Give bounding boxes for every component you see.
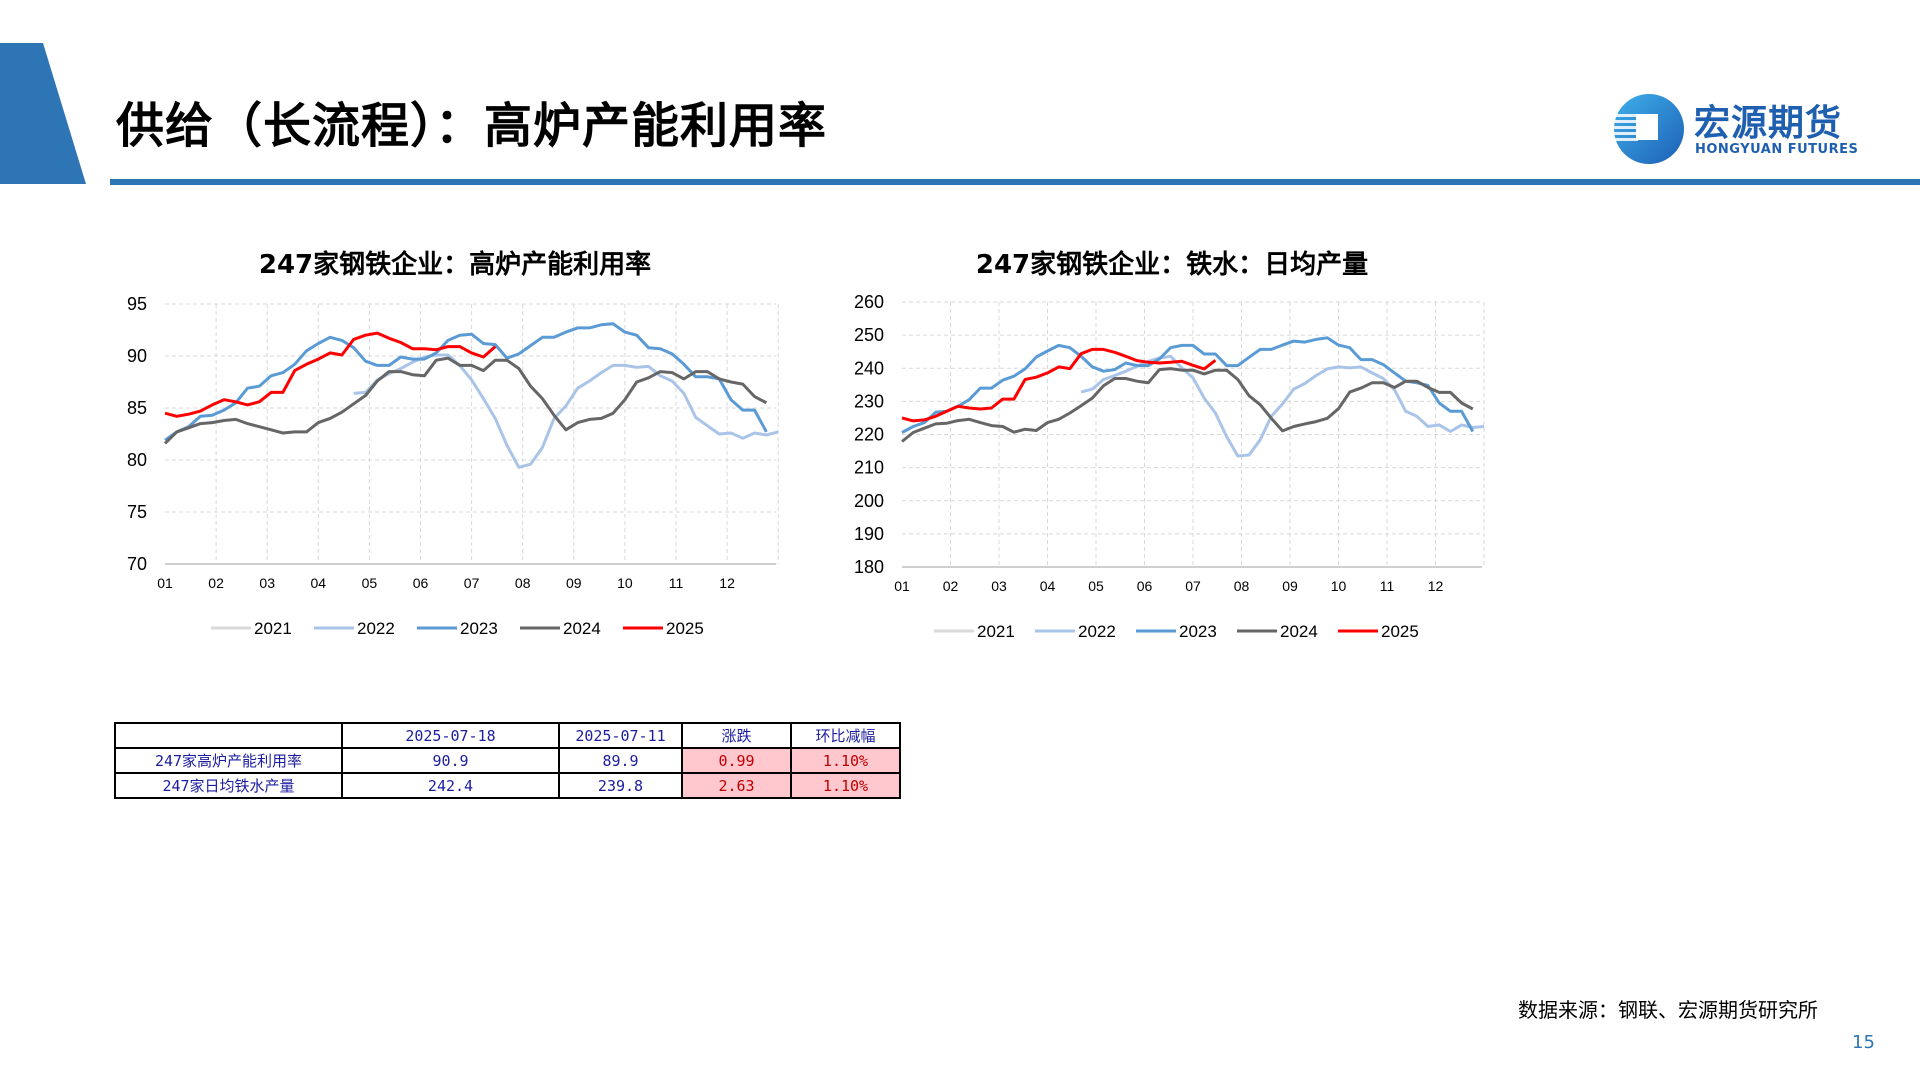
y-tick-label: 210 bbox=[854, 458, 884, 478]
y-tick-label: 80 bbox=[127, 450, 147, 470]
summary-table: 2025-07-18 2025-07-11 涨跌 环比减幅 247家高炉产能利用… bbox=[114, 722, 901, 799]
utilization-chart: 70 75 80 85 90 95 01 02 03 04 05 06 07 08 09 10 11 12 2021… bbox=[127, 294, 779, 638]
header-cell bbox=[114, 722, 343, 749]
header-cell: 涨跌 bbox=[681, 722, 792, 749]
legend-label-2022: 2022 bbox=[357, 619, 395, 638]
header-divider bbox=[110, 179, 1920, 185]
x-tick-label: 01 bbox=[157, 575, 173, 591]
legend-label-2025: 2025 bbox=[1381, 622, 1419, 641]
x-tick-label: 04 bbox=[311, 575, 327, 591]
series-line-2025 bbox=[164, 331, 497, 418]
chart-title-utilization: 247家钢铁企业：高炉产能利用率 bbox=[258, 250, 652, 280]
logo-name-en: HONGYUAN FUTURES bbox=[1695, 142, 1859, 157]
x-tick-label: 03 bbox=[991, 578, 1007, 594]
series-line-2023 bbox=[164, 322, 768, 442]
row-label: 247家日均铁水产量 bbox=[114, 772, 343, 799]
x-tick-label: 09 bbox=[566, 575, 582, 591]
cell-previous: 239.8 bbox=[558, 772, 683, 799]
x-tick-label: 11 bbox=[1380, 578, 1395, 594]
legend-label-2023: 2023 bbox=[460, 619, 498, 638]
legend-label-2024: 2024 bbox=[563, 619, 601, 638]
x-tick-label: 07 bbox=[1185, 578, 1201, 594]
cell-change-rate: 1.10% bbox=[790, 747, 901, 774]
cell-current: 242.4 bbox=[341, 772, 560, 799]
y-tick-label: 240 bbox=[854, 358, 884, 378]
x-tick-label: 01 bbox=[894, 578, 910, 594]
x-tick-label: 05 bbox=[1088, 578, 1104, 594]
cell-current: 90.9 bbox=[341, 747, 560, 774]
cell-previous: 89.9 bbox=[558, 747, 683, 774]
cell-change: 2.63 bbox=[681, 772, 792, 799]
y-tick-label: 70 bbox=[127, 554, 147, 574]
x-tick-label: 03 bbox=[259, 575, 275, 591]
table-row: 247家高炉产能利用率 90.9 89.9 0.99 1.10% bbox=[114, 747, 901, 774]
series-line-2024 bbox=[163, 356, 768, 445]
series-line-2023 bbox=[901, 336, 1475, 434]
y-tick-label: 230 bbox=[854, 391, 884, 411]
legend-label-2022: 2022 bbox=[1078, 622, 1116, 641]
legend-label-2021: 2021 bbox=[254, 619, 292, 638]
y-tick-label: 250 bbox=[854, 325, 884, 345]
table-header-row: 2025-07-18 2025-07-11 涨跌 环比减幅 bbox=[114, 722, 901, 749]
x-tick-label: 07 bbox=[464, 575, 480, 591]
x-tick-label: 12 bbox=[719, 575, 735, 591]
y-tick-label: 95 bbox=[127, 294, 147, 314]
x-tick-label: 04 bbox=[1040, 578, 1056, 594]
legend-label-2023: 2023 bbox=[1179, 622, 1217, 641]
y-tick-label: 260 bbox=[854, 292, 884, 312]
header-cell: 环比减幅 bbox=[790, 722, 901, 749]
hot-metal-chart: 180 190 200 210 220 230 240 250 260 01 02 03 04 05 06 0… bbox=[854, 292, 1485, 641]
legend-label-2021: 2021 bbox=[977, 622, 1015, 641]
x-tick-label: 02 bbox=[208, 575, 224, 591]
x-tick-label: 06 bbox=[413, 575, 429, 591]
y-tick-label: 200 bbox=[854, 491, 884, 511]
legend-label-2025: 2025 bbox=[666, 619, 704, 638]
chart-title-hot-metal: 247家钢铁企业：铁水：日均产量 bbox=[975, 250, 1369, 280]
x-tick-label: 12 bbox=[1428, 578, 1444, 594]
y-tick-label: 85 bbox=[127, 398, 147, 418]
x-tick-label: 10 bbox=[1331, 578, 1347, 594]
header-cell: 2025-07-11 bbox=[558, 722, 683, 749]
page-title: 供给（长流程）：高炉产能利用率 bbox=[116, 98, 828, 154]
y-tick-label: 75 bbox=[127, 502, 147, 522]
x-tick-label: 10 bbox=[617, 575, 633, 591]
x-tick-label: 06 bbox=[1137, 578, 1153, 594]
x-tick-label: 09 bbox=[1282, 578, 1298, 594]
header-accent-shape bbox=[0, 43, 86, 184]
x-tick-label: 05 bbox=[362, 575, 378, 591]
company-logo: 宏源期货 HONGYUAN FUTURES bbox=[1612, 92, 1862, 166]
y-tick-label: 220 bbox=[854, 425, 884, 445]
series-line-2024 bbox=[901, 367, 1474, 443]
table-row: 247家日均铁水产量 242.4 239.8 2.63 1.10% bbox=[114, 772, 901, 799]
y-tick-label: 90 bbox=[127, 346, 147, 366]
y-tick-label: 180 bbox=[854, 557, 884, 577]
x-tick-label: 11 bbox=[669, 575, 684, 591]
series-line-2025 bbox=[901, 347, 1217, 423]
x-tick-label: 08 bbox=[515, 575, 531, 591]
x-tick-label: 08 bbox=[1234, 578, 1250, 594]
series-line-2022 bbox=[353, 353, 779, 469]
row-label: 247家高炉产能利用率 bbox=[114, 747, 343, 774]
cell-change-rate: 1.10% bbox=[790, 772, 901, 799]
cell-change: 0.99 bbox=[681, 747, 792, 774]
source-note: 数据来源：钢联、宏源期货研究所 bbox=[1518, 998, 1818, 1022]
legend-label-2024: 2024 bbox=[1280, 622, 1318, 641]
y-tick-label: 190 bbox=[854, 524, 884, 544]
x-tick-label: 02 bbox=[943, 578, 959, 594]
logo-emblem-icon bbox=[1614, 94, 1684, 164]
header-cell: 2025-07-18 bbox=[341, 722, 560, 749]
page-number: 15 bbox=[1852, 1032, 1875, 1053]
logo-name-cn: 宏源期货 bbox=[1694, 103, 1843, 144]
series-line-2022 bbox=[1080, 354, 1485, 458]
